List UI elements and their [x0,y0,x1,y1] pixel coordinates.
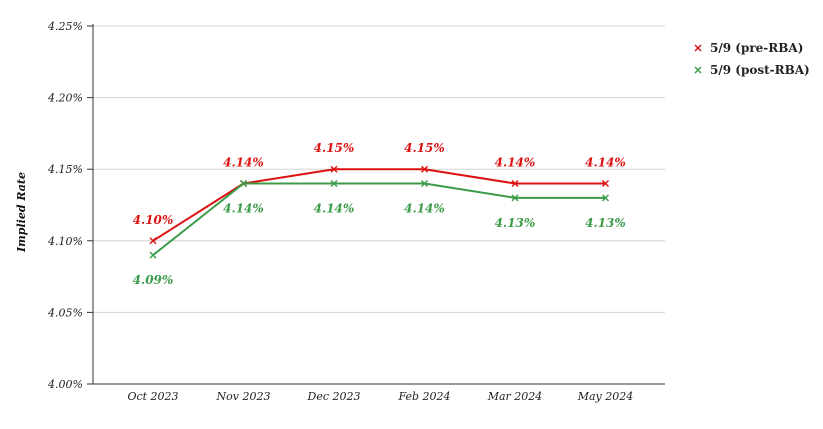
y-tick-label: 4.10% [47,235,83,248]
marker-stroke [602,180,609,188]
data-label: 4.10% [133,213,174,227]
data-point [240,180,247,188]
x-tick-label: Mar 2024 [487,390,543,403]
marker-stroke [149,237,157,245]
marker-stroke [694,44,702,52]
legend-label: 5/9 (pre-RBA) [710,41,803,55]
data-label: 4.14% [585,156,626,170]
data-label: 4.14% [314,202,355,216]
data-point [421,180,428,188]
marker-stroke [421,180,428,188]
data-label: 4.14% [223,156,264,170]
y-tick-label: 4.20% [47,92,83,105]
data-label: 4.09% [133,273,174,287]
legend-item: 5/9 (post-RBA) [694,63,810,77]
data-point [602,194,609,202]
series [149,165,609,259]
x-tick-label: May 2024 [577,390,634,403]
data-point [511,194,519,202]
marker-stroke [330,165,338,173]
y-tick-label: 4.00% [47,378,83,391]
marker-stroke [149,251,157,259]
data-point [511,180,519,188]
marker-stroke [511,194,519,202]
data-point [694,66,702,74]
axes: 4.00% 4.05% 4.10% 4.15% 4.20% 4.25% Oct 2023 No… [47,20,665,403]
data-point [149,237,157,245]
series-line-post-rba [152,182,606,256]
marker-stroke [330,180,338,188]
data-label: 4.14% [495,156,536,170]
y-axis-title: Implied Rate [15,172,28,253]
marker-stroke [511,180,519,188]
data-label: 4.13% [495,216,536,230]
data-label: 4.14% [223,202,264,216]
marker-stroke [694,66,702,74]
marker-stroke [240,180,247,188]
data-point [330,180,338,188]
x-tick-label: Feb 2024 [397,390,450,403]
data-point [330,165,338,173]
series-line-pre-rba [152,168,606,242]
legend-label: 5/9 (post-RBA) [710,63,810,77]
data-label: 4.15% [404,141,445,155]
y-tick-label: 4.25% [47,20,83,33]
y-tick-label: 4.15% [47,163,83,176]
data-label: 4.15% [314,141,355,155]
marker-stroke [602,194,609,202]
data-point [602,180,609,188]
data-point [694,44,702,52]
data-label: 4.13% [585,216,626,230]
legend: 5/9 (pre-RBA) 5/9 (post-RBA) [694,41,810,77]
marker-stroke [421,165,428,173]
data-point [421,165,428,173]
data-label: 4.14% [404,202,445,216]
x-tick-label: Dec 2023 [307,390,361,403]
y-tick-label: 4.05% [47,306,83,319]
x-tick-label: Nov 2023 [216,390,271,403]
x-tick-label: Oct 2023 [127,390,178,403]
data-labels: 4.10% 4.14% 4.15% 4.15% 4.14% 4.14% 4.09% 4.14%… [133,141,626,287]
data-point [149,251,157,259]
legend-item: 5/9 (pre-RBA) [694,41,803,55]
